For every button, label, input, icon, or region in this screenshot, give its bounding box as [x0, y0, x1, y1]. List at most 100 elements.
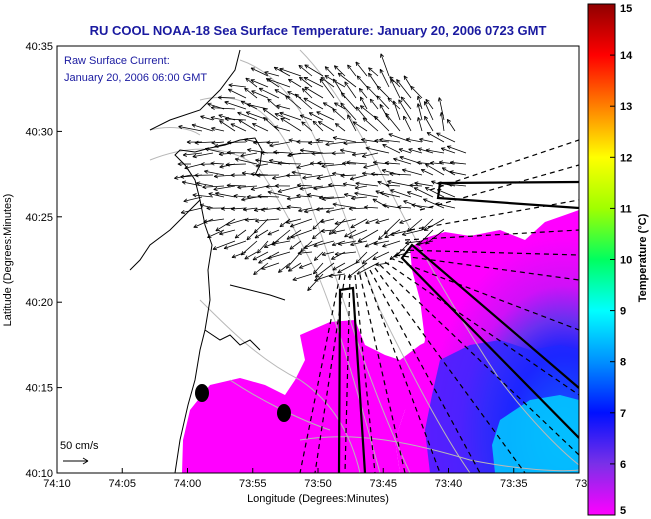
radial-line [409, 199, 579, 231]
current-vector [364, 205, 379, 210]
colorbar-tick-label: 11 [620, 203, 632, 215]
current-vector [314, 262, 335, 278]
current-vector [425, 148, 445, 154]
current-vector [419, 137, 434, 143]
current-vector [296, 193, 313, 199]
current-vector [362, 171, 379, 176]
current-vector [196, 181, 214, 187]
current-vector [298, 262, 313, 269]
bathymetry-contour [149, 127, 201, 136]
current-vector [267, 78, 291, 88]
current-vector [405, 240, 423, 245]
current-vector [299, 76, 313, 88]
current-vector [334, 102, 346, 110]
current-vector [224, 100, 247, 110]
colorbar-tick-label: 5 [620, 505, 626, 517]
current-vector [334, 251, 357, 257]
current-vector [210, 105, 236, 110]
x-tick-label: 73:55 [239, 478, 267, 490]
current-vector [307, 273, 324, 291]
current-vector [237, 111, 258, 121]
current-vector [387, 97, 401, 110]
current-vector [180, 207, 203, 215]
current-vector [409, 183, 423, 188]
colorbar-tick-label: 9 [620, 306, 626, 318]
current-vector [246, 103, 269, 110]
current-vector [288, 152, 313, 157]
current-vector [177, 161, 192, 167]
current-vector [304, 64, 324, 77]
radial-line [404, 229, 579, 241]
current-vector [431, 180, 445, 187]
current-vector [306, 193, 324, 198]
current-vector [344, 81, 357, 99]
current-vector [317, 121, 335, 132]
current-vector [340, 173, 357, 178]
current-vector [302, 174, 324, 180]
current-vector [181, 180, 203, 187]
y-tick-label: 40:15 [25, 383, 53, 395]
radial-line [344, 274, 351, 473]
current-vector [334, 218, 357, 226]
current-vector [328, 218, 346, 235]
current-vector [219, 229, 236, 236]
current-vector [212, 240, 236, 251]
x-tick-label: 74:00 [174, 478, 202, 490]
current-vector [299, 114, 313, 121]
surface-current-vectors [174, 53, 467, 291]
bathymetry-contour [299, 436, 579, 472]
current-vector [347, 64, 357, 77]
current-vector [313, 251, 324, 261]
radial-line [299, 274, 341, 473]
inset-label: Raw Surface Current: [64, 55, 170, 67]
current-vector [224, 116, 247, 122]
current-vector [436, 132, 456, 143]
y-tick-label: 40:10 [25, 468, 53, 480]
current-vector [234, 157, 258, 165]
current-vector [250, 67, 269, 77]
current-vector [269, 141, 291, 148]
current-vector [325, 141, 346, 147]
y-axis: 40:35 40:30 40:25 40:20 40:15 40:10 [25, 41, 62, 480]
colorbar-label: Temperature (°C) [637, 213, 649, 302]
current-vector [226, 183, 247, 188]
current-vector [372, 251, 390, 260]
current-vector [274, 113, 291, 121]
current-vector [321, 163, 346, 169]
current-vector [298, 64, 313, 77]
current-vector [408, 148, 423, 154]
current-vector [292, 273, 313, 281]
current-vector [382, 203, 401, 209]
current-vector [267, 190, 291, 198]
current-vector [296, 139, 313, 144]
current-vector [359, 96, 368, 110]
current-vector [271, 240, 291, 246]
current-vector [286, 173, 302, 178]
current-vector [332, 262, 346, 271]
current-vector [289, 240, 302, 250]
current-vector [298, 207, 313, 213]
current-vector [241, 171, 258, 176]
current-vector [313, 240, 335, 248]
current-vector [420, 169, 434, 176]
current-vector [278, 262, 291, 273]
current-vector [260, 150, 280, 155]
current-vector [320, 218, 335, 224]
current-vector [355, 106, 368, 121]
current-vector [250, 172, 269, 177]
current-vector [255, 163, 269, 168]
current-vector [299, 148, 324, 154]
current-vector [310, 161, 324, 166]
current-vector [413, 187, 434, 198]
current-vector [370, 171, 390, 177]
current-vector [416, 95, 423, 110]
current-vector [211, 140, 225, 145]
current-vector [385, 112, 401, 132]
current-vector [388, 133, 412, 143]
current-vector [322, 102, 335, 110]
current-vector [253, 262, 269, 276]
x-tick-label: 73:50 [304, 478, 332, 490]
current-vector [200, 115, 214, 121]
current-vector [361, 137, 379, 143]
current-vector [296, 183, 313, 188]
